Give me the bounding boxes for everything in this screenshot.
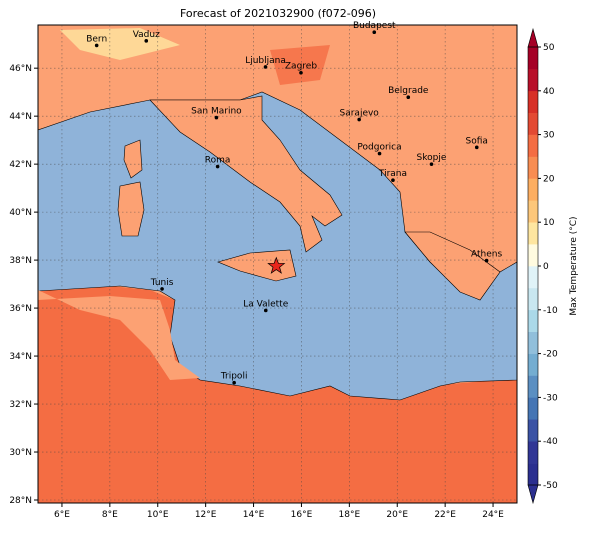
colorbar-segment <box>528 353 538 376</box>
sardinia <box>117 181 145 237</box>
city-label: Podgorica <box>357 143 401 153</box>
city-dot <box>391 178 395 183</box>
city-label: Tirana <box>378 169 407 179</box>
city-label: Zagreb <box>285 62 317 72</box>
city-dot <box>214 115 219 120</box>
colorbar-segment <box>528 90 538 113</box>
x-tick-label: 6°E <box>54 510 70 520</box>
colorbar-segment <box>528 200 538 223</box>
colorbar-tick-label: 0 <box>543 262 549 272</box>
y-tick-label: 32°N <box>9 400 32 410</box>
colorbar-tick-label: 30 <box>543 131 555 141</box>
map-frame <box>37 24 518 504</box>
y-tick-label: 46°N <box>9 64 32 74</box>
colorbar-tick-label: -10 <box>543 306 558 316</box>
city-label: Skopje <box>417 153 447 163</box>
colorbar-extend-min <box>527 484 539 505</box>
colorbar-tick-label: 20 <box>543 174 555 184</box>
city-label: Belgrade <box>388 86 429 96</box>
colorbar-tick-label: -40 <box>543 437 558 447</box>
city-dot <box>372 30 377 34</box>
y-tick-label: 34°N <box>9 352 32 362</box>
x-tick-label: 8°E <box>102 510 118 520</box>
x-tick-label: 22°E <box>434 510 456 520</box>
city-dot <box>474 145 479 150</box>
city-dot <box>357 117 361 122</box>
city-label: Bern <box>86 34 107 44</box>
y-tick-label: 42°N <box>9 160 32 170</box>
city-label: Roma <box>205 156 231 166</box>
corsica <box>123 139 143 179</box>
colorbar-segment <box>528 134 538 157</box>
x-tick-label: 18°E <box>339 510 361 520</box>
y-tick-label: 28°N <box>9 496 32 506</box>
colorbar-segment <box>528 112 538 135</box>
greece <box>404 231 501 301</box>
colorbar-tick-label: 10 <box>543 218 555 228</box>
city-dot <box>484 258 489 263</box>
colorbar-segment <box>528 68 538 92</box>
colorbar-tick-label: -50 <box>543 481 558 491</box>
x-tick-label: 14°E <box>243 510 265 520</box>
colorbar-segment <box>528 375 538 398</box>
city-label: Sarajevo <box>340 109 380 119</box>
city-label: Budapest <box>353 21 396 31</box>
city-label: San Marino <box>191 107 242 117</box>
colorbar-tick-label: 40 <box>543 87 555 97</box>
y-tick-label: 30°N <box>9 448 32 458</box>
colorbar-segment <box>528 419 538 442</box>
colorbar-segment <box>528 309 538 332</box>
colorbar-segment <box>528 156 538 179</box>
city-dot <box>232 380 236 385</box>
colorbar-tick-label: 50 <box>543 43 555 53</box>
colorbar-extend-max <box>527 27 539 48</box>
city-dot <box>263 65 268 69</box>
x-tick-label: 24°E <box>482 510 504 520</box>
colorbar-segment <box>528 178 538 201</box>
warm-patch <box>270 45 330 85</box>
city-dot <box>263 308 268 313</box>
city-dot <box>160 287 164 291</box>
colorbar-segment <box>528 244 538 267</box>
forecast-marker <box>267 256 286 274</box>
city-label: Sofia <box>466 136 488 146</box>
city-dot <box>429 162 434 166</box>
map-title: Forecast of 2021032900 (f072-096) <box>180 7 376 20</box>
y-tick-label: 38°N <box>9 256 32 266</box>
y-tick-label: 40°N <box>9 208 32 218</box>
colorbar-segment <box>528 441 538 464</box>
alps-cool <box>60 28 180 60</box>
city-dot <box>377 151 382 156</box>
colorbar-tick-label: -30 <box>543 393 558 403</box>
colorbar-segment <box>528 287 538 311</box>
city-dot <box>299 70 303 75</box>
x-tick-label: 12°E <box>195 510 217 520</box>
city-label: Tunis <box>150 278 174 288</box>
colorbar-tick-label: -20 <box>543 350 558 360</box>
colorbar-segment <box>528 47 538 70</box>
city-dot <box>144 39 149 43</box>
coast-band <box>38 290 200 380</box>
city-dot <box>94 43 99 48</box>
x-tick-label: 10°E <box>147 510 169 520</box>
colorbar-segment <box>528 331 538 354</box>
colorbar-segment <box>528 463 538 486</box>
colorbar-segment <box>528 222 538 245</box>
city-label: Vaduz <box>133 30 160 40</box>
city-dot <box>406 95 411 100</box>
city-label: La Valette <box>243 299 288 309</box>
city-label: Athens <box>471 250 502 260</box>
y-tick-label: 44°N <box>9 112 32 122</box>
city-label: Ljubljana <box>245 56 286 66</box>
city-dot <box>215 164 220 169</box>
colorbar-label: Max Temperature (°C) <box>569 216 579 315</box>
city-label: Tripoli <box>220 372 248 382</box>
y-tick-label: 36°N <box>9 304 32 314</box>
x-tick-label: 20°E <box>386 510 408 520</box>
map-area <box>38 25 517 503</box>
colorbar-segment <box>528 397 538 420</box>
x-tick-label: 16°E <box>291 510 313 520</box>
colorbar-segment <box>528 266 538 289</box>
